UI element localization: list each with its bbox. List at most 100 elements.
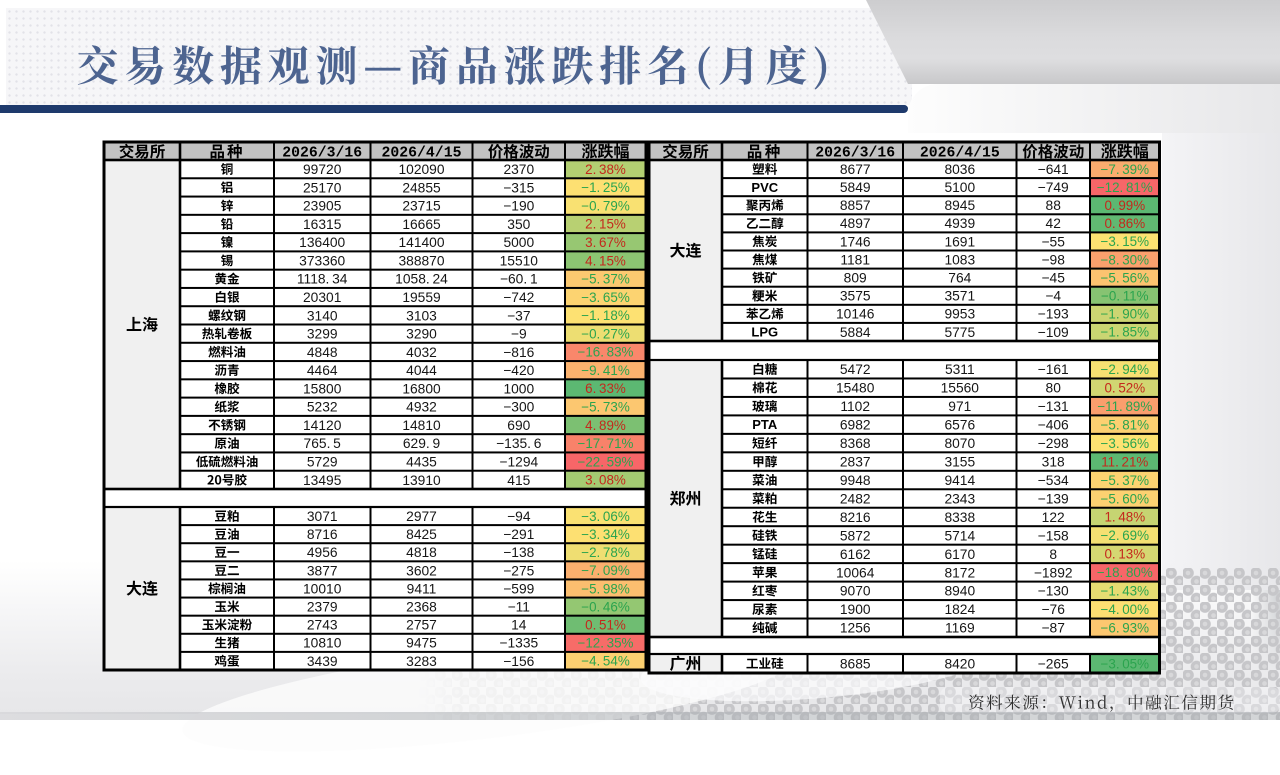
svg-text:19559: 19559 xyxy=(402,290,441,305)
svg-text:−3. 34%: −3. 34% xyxy=(581,527,630,542)
svg-text:8940: 8940 xyxy=(944,584,975,599)
svg-text:2026/3/16: 2026/3/16 xyxy=(282,146,362,162)
svg-text:9475: 9475 xyxy=(406,636,437,651)
svg-text:4044: 4044 xyxy=(406,363,437,378)
svg-text:0. 99%: 0. 99% xyxy=(1104,198,1145,213)
svg-text:2482: 2482 xyxy=(840,491,871,506)
svg-text:9948: 9948 xyxy=(840,473,871,488)
svg-text:8: 8 xyxy=(1049,547,1057,562)
svg-text:−5. 98%: −5. 98% xyxy=(581,581,630,596)
svg-text:9070: 9070 xyxy=(840,584,871,599)
svg-text:−12. 35%: −12. 35% xyxy=(578,636,634,651)
svg-text:−7. 39%: −7. 39% xyxy=(1101,162,1150,177)
svg-text:4932: 4932 xyxy=(406,400,437,415)
svg-text:1169: 1169 xyxy=(945,621,975,636)
svg-text:2. 38%: 2. 38% xyxy=(585,162,626,177)
svg-text:764: 764 xyxy=(948,271,971,286)
svg-text:−98: −98 xyxy=(1041,252,1065,267)
svg-text:−17. 71%: −17. 71% xyxy=(578,436,634,451)
svg-text:−139: −139 xyxy=(1038,491,1069,506)
svg-text:2977: 2977 xyxy=(406,509,437,524)
svg-text:8677: 8677 xyxy=(840,162,871,177)
svg-text:8216: 8216 xyxy=(840,510,871,525)
svg-text:−130: −130 xyxy=(1038,584,1069,599)
svg-text:23905: 23905 xyxy=(303,199,342,214)
svg-text:−55: −55 xyxy=(1041,234,1065,249)
svg-text:0. 51%: 0. 51% xyxy=(585,618,626,633)
svg-text:−135. 6: −135. 6 xyxy=(496,436,542,451)
svg-text:−2. 69%: −2. 69% xyxy=(1101,528,1150,543)
svg-text:629. 9: 629. 9 xyxy=(403,436,441,451)
svg-text:690: 690 xyxy=(507,418,530,433)
svg-text:−3. 56%: −3. 56% xyxy=(1101,436,1150,451)
svg-text:2. 15%: 2. 15% xyxy=(585,217,626,232)
svg-text:−7. 09%: −7. 09% xyxy=(581,563,630,578)
svg-text:102090: 102090 xyxy=(398,162,444,177)
svg-text:25170: 25170 xyxy=(303,180,342,195)
svg-text:−4: −4 xyxy=(1045,289,1061,304)
svg-text:11. 21%: 11. 21% xyxy=(1101,454,1148,469)
svg-text:9953: 9953 xyxy=(944,307,975,322)
svg-text:42: 42 xyxy=(1046,216,1061,231)
svg-text:−193: −193 xyxy=(1038,307,1069,322)
svg-text:−265: −265 xyxy=(1038,656,1069,671)
svg-text:809: 809 xyxy=(844,271,867,286)
svg-text:3290: 3290 xyxy=(406,327,437,342)
svg-text:−1. 25%: −1. 25% xyxy=(581,180,630,195)
svg-text:1058. 24: 1058. 24 xyxy=(395,272,448,287)
svg-text:8685: 8685 xyxy=(840,656,871,671)
svg-text:3571: 3571 xyxy=(944,289,975,304)
svg-text:15510: 15510 xyxy=(500,253,539,268)
svg-text:−109: −109 xyxy=(1038,325,1069,340)
svg-text:8036: 8036 xyxy=(944,162,975,177)
svg-text:9411: 9411 xyxy=(407,581,437,596)
svg-text:3877: 3877 xyxy=(307,563,338,578)
svg-text:−315: −315 xyxy=(503,180,534,195)
svg-text:−94: −94 xyxy=(507,509,531,524)
svg-text:−190: −190 xyxy=(503,199,534,214)
svg-text:88: 88 xyxy=(1046,198,1062,213)
svg-text:15560: 15560 xyxy=(941,381,980,396)
svg-text:1256: 1256 xyxy=(840,621,871,636)
svg-text:−156: −156 xyxy=(503,654,534,669)
svg-text:24855: 24855 xyxy=(402,180,441,195)
svg-text:9414: 9414 xyxy=(944,473,975,488)
svg-text:−11: −11 xyxy=(508,600,530,615)
svg-text:8368: 8368 xyxy=(840,436,871,451)
svg-text:4848: 4848 xyxy=(307,345,338,360)
svg-text:765. 5: 765. 5 xyxy=(304,436,342,451)
svg-text:−3. 05%: −3. 05% xyxy=(1101,656,1150,671)
svg-text:3103: 3103 xyxy=(406,308,437,323)
svg-text:−1. 85%: −1. 85% xyxy=(1101,325,1150,340)
svg-text:1083: 1083 xyxy=(944,252,975,267)
svg-text:5884: 5884 xyxy=(840,325,871,340)
svg-text:−420: −420 xyxy=(503,363,534,378)
svg-text:350: 350 xyxy=(507,217,530,232)
svg-text:−158: −158 xyxy=(1038,528,1069,543)
svg-text:−0. 79%: −0. 79% xyxy=(581,199,630,214)
svg-text:3439: 3439 xyxy=(307,654,338,669)
svg-text:5472: 5472 xyxy=(840,362,871,377)
svg-text:10010: 10010 xyxy=(303,581,342,596)
svg-text:2837: 2837 xyxy=(840,455,871,470)
svg-text:10146: 10146 xyxy=(836,307,875,322)
svg-text:4. 89%: 4. 89% xyxy=(585,418,626,433)
svg-text:16800: 16800 xyxy=(402,381,441,396)
svg-text:971: 971 xyxy=(948,399,971,414)
svg-text:−37: −37 xyxy=(507,308,530,323)
svg-text:−298: −298 xyxy=(1038,436,1069,451)
svg-text:10064: 10064 xyxy=(836,565,875,580)
svg-text:−5. 60%: −5. 60% xyxy=(1101,491,1150,506)
svg-text:8857: 8857 xyxy=(840,198,871,213)
svg-text:15480: 15480 xyxy=(836,381,875,396)
svg-text:4818: 4818 xyxy=(406,545,437,560)
svg-text:13910: 13910 xyxy=(402,473,441,488)
svg-text:−742: −742 xyxy=(503,290,534,305)
svg-text:2370: 2370 xyxy=(503,162,534,177)
svg-text:−291: −291 xyxy=(503,527,534,542)
svg-text:−1. 18%: −1. 18% xyxy=(581,308,630,323)
svg-text:14810: 14810 xyxy=(402,418,441,433)
svg-text:136400: 136400 xyxy=(299,235,345,250)
svg-text:8945: 8945 xyxy=(944,198,975,213)
svg-text:−4. 00%: −4. 00% xyxy=(1101,602,1150,617)
